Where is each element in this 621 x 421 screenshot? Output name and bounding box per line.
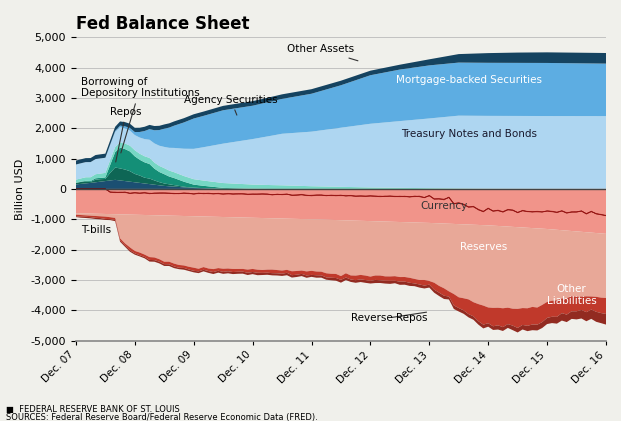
Text: Repos: Repos xyxy=(111,107,142,162)
Text: Other Assets: Other Assets xyxy=(287,45,358,61)
Text: Currency: Currency xyxy=(420,201,468,210)
Text: Other
Liabilities: Other Liabilities xyxy=(546,284,597,306)
Text: ■  FEDERAL RESERVE BANK OF ST. LOUIS: ■ FEDERAL RESERVE BANK OF ST. LOUIS xyxy=(6,405,180,414)
Text: Mortgage-backed Securities: Mortgage-backed Securities xyxy=(396,75,542,85)
Text: Treasury Notes and Bonds: Treasury Notes and Bonds xyxy=(401,129,537,139)
Text: Borrowing of
Depository Institutions: Borrowing of Depository Institutions xyxy=(81,77,199,153)
Text: Fed Balance Sheet: Fed Balance Sheet xyxy=(76,15,250,33)
Y-axis label: Billion USD: Billion USD xyxy=(15,158,25,220)
Text: Reverse Repos: Reverse Repos xyxy=(351,312,427,323)
Text: Agency Securities: Agency Securities xyxy=(184,95,278,115)
Text: SOURCES: Federal Reserve Board/Federal Reserve Economic Data (FRED).: SOURCES: Federal Reserve Board/Federal R… xyxy=(6,413,318,421)
Text: Reserves: Reserves xyxy=(460,242,507,252)
Text: T-bills: T-bills xyxy=(81,225,111,235)
